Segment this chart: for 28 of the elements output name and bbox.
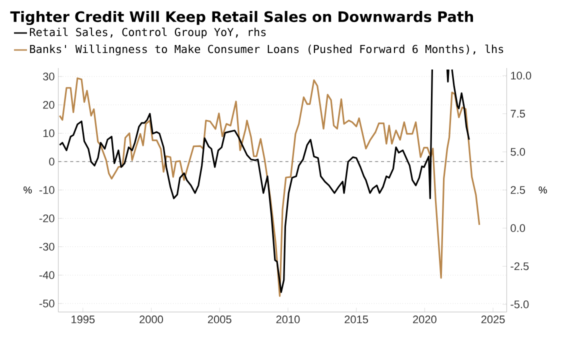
y-tick-label: 10 [43, 129, 54, 138]
y2-axis-title: % [538, 186, 547, 194]
y-tick-label: -30 [39, 242, 54, 251]
x-tick-label: 2025 [481, 316, 505, 324]
y-tick-label: -10 [39, 186, 54, 194]
y-tick-label: 20 [43, 101, 54, 109]
y2-tick-label: 5.0 [510, 148, 526, 156]
legend-label: Retail Sales, Control Group YoY, rhs [30, 28, 266, 38]
y2-tick-label: 0.0 [510, 224, 526, 232]
legend-label: Banks' Willingness to Make Consumer Loans (Pushed Forward 6 Months), lhs [30, 44, 504, 56]
y-tick-label: 30 [43, 72, 54, 80]
x-tick-label: 2015 [344, 316, 368, 324]
x-tick-label: 2010 [276, 316, 300, 324]
y-tick-label: -50 [39, 300, 54, 308]
y-tick-label: 0 [49, 158, 54, 166]
x-tick-label: 2000 [140, 316, 164, 324]
y2-tick-label: 10.0 [511, 72, 532, 80]
y-tick-label: -20 [39, 214, 54, 222]
y2-tick-label: -2.5 [510, 262, 529, 270]
y2-tick-label: 2.5 [510, 186, 525, 194]
y2-tick-label: -5.0 [510, 300, 529, 308]
y2-tick-label: 7.5 [510, 110, 525, 118]
chart-title: Tighter Credit Will Keep Retail Sales on Downwards Path [10, 10, 473, 26]
x-tick-label: 2005 [208, 316, 232, 324]
x-tick-label: 2020 [413, 316, 436, 324]
y-tick-label: -40 [39, 271, 54, 279]
y-axis-title: % [24, 186, 32, 194]
x-tick-label: 1995 [72, 316, 95, 324]
